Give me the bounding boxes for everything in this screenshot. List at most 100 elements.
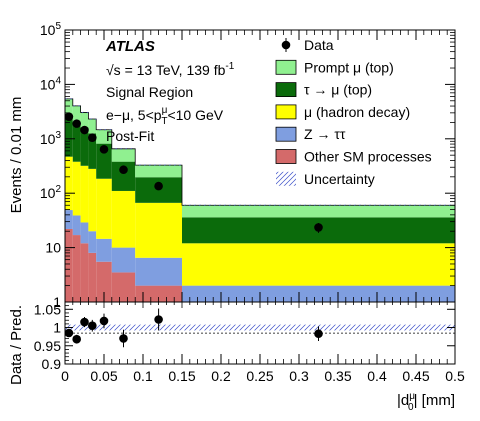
y-tick-label: 103 (40, 130, 62, 147)
uncertainty-segment (65, 98, 73, 100)
bar-segment (96, 143, 112, 179)
x-axis-title-main: |d (397, 392, 409, 409)
ratio-x-axis: 0 0.05 0.1 0.15 0.2 0.25 0.3 0.35 0.4 0.45 0.5 (61, 302, 465, 384)
legend-swatch (275, 59, 297, 75)
stacked-histogram (64, 98, 456, 302)
bar-segment (80, 243, 89, 302)
y-tick-label: 104 (40, 75, 62, 92)
bar-segment (88, 252, 97, 302)
bar-segment (65, 156, 73, 211)
ratio-point (88, 321, 97, 331)
uncertainty-segment (135, 164, 182, 166)
data-point (80, 125, 89, 135)
x-tick-label: 0.1 (133, 368, 153, 384)
bar-segment (72, 215, 81, 236)
y-tick-label: 102 (40, 184, 62, 201)
legend-label: Z → ττ (304, 126, 346, 142)
energy-label-main: √s = 13 TeV, 139 fb (106, 62, 226, 78)
ratio-point (72, 334, 81, 344)
bar-segment (72, 161, 81, 216)
legend-entry: Uncertainty (276, 171, 375, 187)
bar-segment (80, 165, 89, 223)
y-tick-label: 105 (40, 21, 62, 38)
x-tick-label: 0.45 (402, 368, 429, 384)
uncertainty-segment (96, 129, 112, 131)
ratio-y-tick-label: 0.95 (34, 338, 61, 354)
legend-entry: μ (hadron decay) (275, 104, 410, 120)
experiment-label: ATLAS (105, 38, 155, 55)
bar-segment (135, 285, 182, 302)
energy-label: √s = 13 TeV, 139 fb-1 (106, 61, 235, 78)
x-axis-title-tail: | [mm] (414, 392, 455, 409)
legend-label: Data (304, 37, 334, 53)
legend-entry: Data (281, 37, 334, 53)
data-point (64, 112, 74, 121)
series-1 (65, 210, 455, 302)
legend-entry: τ → μ (top) (275, 82, 372, 98)
bar-segment (65, 228, 73, 302)
main-x-axis (64, 30, 456, 302)
legend: Data Prompt μ (top) τ → μ (top) μ (hadron d… (275, 37, 432, 187)
bar-segment (96, 238, 112, 262)
ratio-y-tick-label: 1.05 (34, 301, 61, 317)
legend-label: Other SM processes (304, 149, 432, 165)
bar-segment (182, 205, 455, 218)
ratio-point (99, 316, 109, 326)
series-4 (65, 98, 455, 218)
x-tick-label: 0.25 (246, 368, 273, 384)
x-tick-label: 0.4 (367, 368, 387, 384)
x-tick-label: 0.35 (324, 368, 351, 384)
bar-segment (135, 165, 182, 178)
bar-segment (111, 190, 136, 248)
data-point (314, 223, 323, 232)
bar-segment (96, 129, 112, 144)
series-0 (65, 228, 182, 302)
bar-segment (96, 261, 112, 302)
x-tick-label: 0.05 (90, 368, 117, 384)
selection-label-main: e−μ, 5<p (106, 107, 162, 123)
bar-segment (111, 272, 136, 302)
legend-marker (281, 40, 291, 50)
data-point (72, 119, 81, 128)
bar-segment (65, 98, 73, 115)
data-point (99, 145, 109, 154)
data-points (64, 112, 323, 233)
selection-label: e−μ, 5<pμ T<10 GeV (106, 105, 224, 127)
series-3 (65, 114, 455, 244)
legend-entry: Prompt μ (top) (275, 59, 394, 75)
x-tick-label: 0.3 (289, 368, 309, 384)
uncertainty-segment (80, 111, 89, 114)
selection-label-tail: <10 GeV (167, 107, 223, 123)
total-stack-outline (64, 98, 456, 302)
ratio-uncertainty-band (65, 324, 455, 331)
ratio-point (154, 315, 163, 324)
legend-swatch (276, 171, 296, 186)
bar-segment (111, 161, 136, 191)
legend-label: Prompt μ (top) (304, 59, 394, 75)
bar-segment (88, 231, 97, 253)
uncertainty-segment (88, 118, 97, 120)
bar-segment (72, 121, 81, 162)
energy-label-sup: -1 (225, 61, 234, 72)
legend-swatch (275, 149, 297, 164)
y-axis-title: Events / 0.01 mm (8, 97, 25, 214)
bar-segment (72, 105, 81, 122)
series-2 (65, 156, 455, 286)
selection-label-sub: T (161, 116, 167, 127)
bar-segment (65, 210, 73, 229)
legend-swatch (275, 82, 297, 97)
bar-segment (80, 112, 89, 128)
x-tick-label: 0.5 (445, 368, 465, 384)
x-tick-label: 0 (61, 368, 69, 384)
ratio-point (314, 329, 323, 339)
x-axis-title-sup: μ (409, 391, 415, 402)
legend-label: τ → μ (top) (304, 82, 372, 98)
data-point (88, 133, 97, 142)
region-label: Signal Region (106, 84, 193, 100)
legend-swatch (275, 126, 297, 142)
uncertainty-segment (72, 105, 81, 107)
uncertainty-segment (182, 204, 455, 206)
ratio-y-tick-label: 1 (53, 320, 61, 336)
ratio-y-axis-title: Data / Pred. (8, 305, 25, 385)
